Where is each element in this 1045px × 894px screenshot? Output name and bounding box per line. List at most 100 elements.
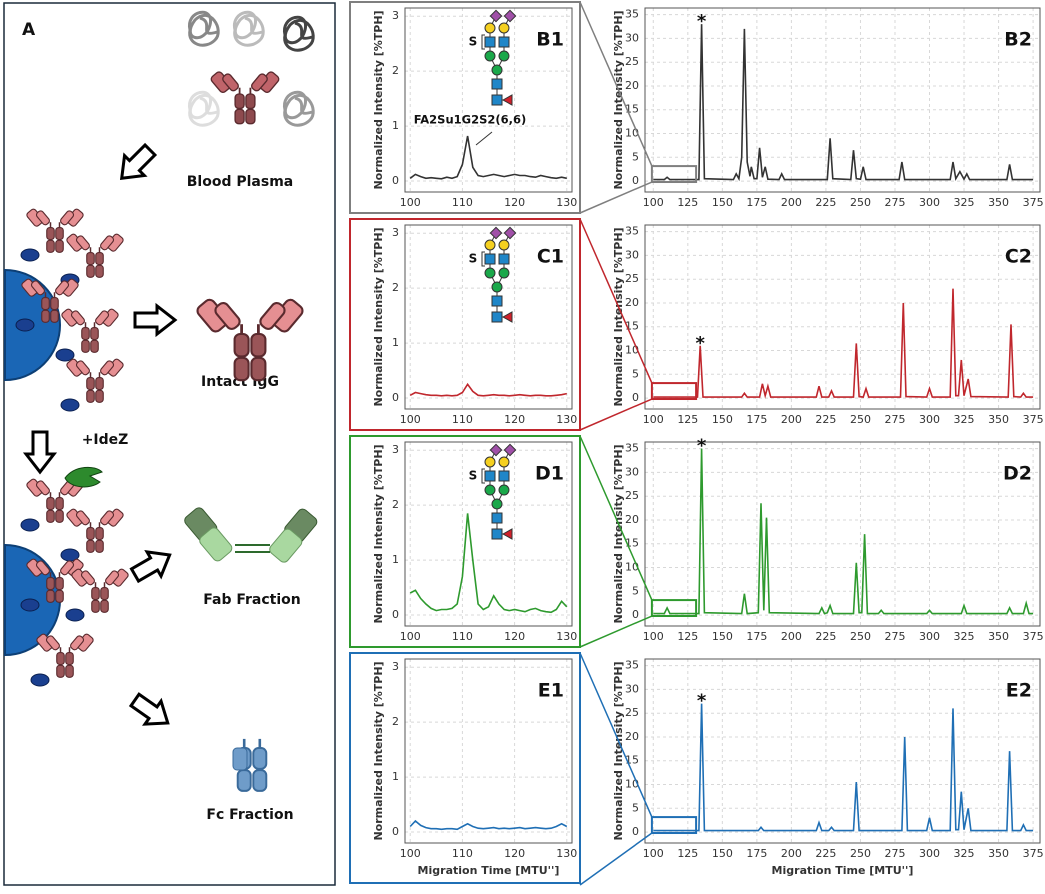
data-line — [653, 288, 1034, 399]
data-line — [653, 24, 1034, 182]
zoom-connector — [579, 181, 653, 214]
x-tick-label: 100 — [643, 630, 664, 643]
fucose — [501, 311, 513, 323]
y-tick-label: 5 — [632, 584, 639, 597]
x-tick-label: 125 — [677, 413, 698, 426]
y-tick-label: 2 — [392, 498, 399, 511]
x-tick-label: 150 — [712, 413, 733, 426]
y-tick-label: 3 — [392, 443, 399, 456]
plot-area — [645, 225, 1040, 409]
mannose — [498, 50, 510, 62]
domain — [100, 235, 115, 251]
y-tick-label: 0 — [392, 391, 399, 404]
panel-a-frame — [3, 2, 336, 886]
y-tick-label: 2 — [392, 715, 399, 728]
glcnac — [498, 470, 510, 482]
y-tick-label: 1 — [392, 119, 399, 132]
domain — [35, 560, 50, 576]
x-tick-label: 275 — [884, 847, 905, 860]
y-tick-label: 0 — [392, 608, 399, 621]
domain — [251, 73, 268, 92]
glcnac — [484, 253, 496, 265]
plasma-protein — [188, 90, 220, 127]
domain — [222, 73, 239, 92]
annotation: * — [696, 333, 706, 354]
x-tick-label: 150 — [712, 630, 733, 643]
x-tick-label: 110 — [452, 413, 473, 426]
domain — [80, 570, 95, 586]
domain — [252, 747, 268, 770]
arrow — [119, 142, 158, 181]
domain — [236, 769, 252, 792]
x-tick-label: 200 — [781, 413, 802, 426]
group — [26, 208, 84, 253]
x-tick-label: 110 — [452, 630, 473, 643]
axis-frame — [404, 7, 573, 193]
glycan-name: FA2Su1G2S2(6,6) — [414, 113, 527, 127]
x-tick-label: 300 — [919, 630, 940, 643]
zoom-box — [650, 599, 698, 618]
y-tick-label: 3 — [392, 660, 399, 673]
domain — [35, 210, 50, 226]
mannose — [491, 64, 503, 76]
domain — [46, 509, 55, 523]
domain — [95, 526, 104, 541]
domain — [56, 651, 65, 666]
fab-domain — [199, 527, 233, 562]
y-tick-label: 35 — [625, 442, 639, 455]
sialic-acid — [503, 443, 517, 457]
domain — [86, 251, 95, 266]
x-tick-label: 110 — [452, 847, 473, 860]
x-tick-label: 100 — [643, 413, 664, 426]
panel-label: B1 — [536, 29, 564, 51]
zoom-connector — [579, 435, 653, 601]
mannose — [498, 484, 510, 496]
x-tick-label: 100 — [400, 196, 421, 209]
domain — [60, 210, 75, 226]
mannose — [491, 498, 503, 510]
diagram-label: +IdeZ — [82, 432, 129, 448]
glcnac — [498, 36, 510, 48]
domain — [95, 376, 104, 391]
fucose — [501, 94, 513, 106]
group — [481, 443, 517, 540]
y-tick-label: 20 — [625, 296, 639, 309]
panel-label: E2 — [1006, 680, 1032, 702]
domain — [55, 496, 64, 511]
domain — [86, 376, 95, 391]
domain — [50, 309, 59, 323]
domain — [65, 651, 74, 666]
plot-area — [405, 659, 572, 843]
domain — [100, 360, 115, 376]
y-tick-label: 20 — [625, 730, 639, 743]
x-tick-label: 130 — [556, 847, 577, 860]
x-tick-label: 250 — [850, 847, 871, 860]
domain — [55, 239, 64, 253]
binder — [20, 248, 40, 262]
y-tick-label: 1 — [392, 770, 399, 783]
domain — [46, 496, 55, 511]
domain — [55, 226, 64, 241]
group — [26, 558, 84, 603]
glcnac — [491, 295, 503, 307]
plot-area — [645, 659, 1040, 843]
y-tick-label: 30 — [625, 682, 639, 695]
domain — [75, 360, 90, 376]
x-tick-label: 120 — [504, 630, 525, 643]
y-tick-label: 0 — [632, 391, 639, 404]
plasma-protein — [283, 15, 315, 52]
panel-frame — [349, 1, 581, 214]
sialic-acid — [489, 9, 503, 23]
zoom-connector — [579, 615, 653, 648]
x-tick-label: 125 — [677, 630, 698, 643]
plot-area — [645, 8, 1040, 192]
x-tick-label: 350 — [988, 630, 1009, 643]
domain — [259, 301, 286, 330]
x-tick-label: 225 — [815, 196, 836, 209]
y-tick-label: 20 — [625, 513, 639, 526]
axis-frame — [404, 658, 573, 844]
sialic-acid — [503, 226, 517, 240]
glcnac — [491, 512, 503, 524]
mannose — [484, 267, 496, 279]
zoom-connector — [579, 218, 653, 384]
